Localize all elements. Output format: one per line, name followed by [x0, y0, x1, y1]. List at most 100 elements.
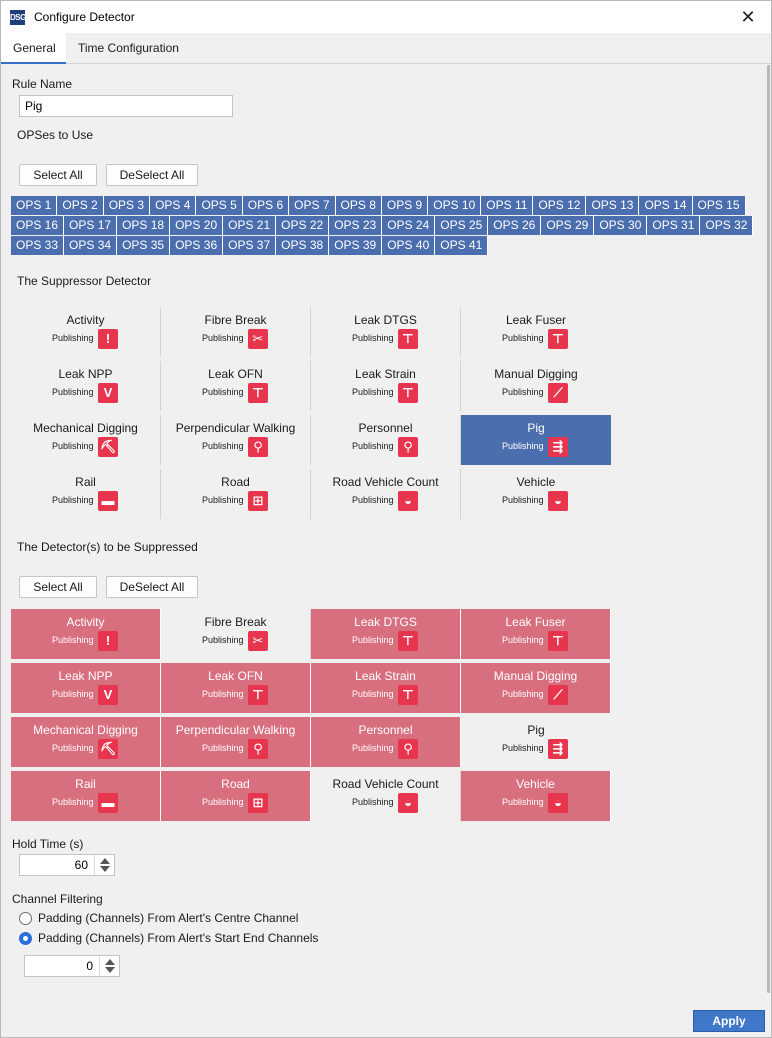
- ops-chip[interactable]: OPS 17: [64, 216, 118, 235]
- ops-chip[interactable]: OPS 20: [170, 216, 224, 235]
- detector-tile-activity[interactable]: Activity Publishing!: [11, 609, 161, 659]
- suppressed-deselect-all-button[interactable]: DeSelect All: [106, 576, 198, 598]
- ops-chip[interactable]: OPS 10: [428, 196, 482, 215]
- tab-time-configuration[interactable]: Time Configuration: [78, 41, 179, 55]
- ops-chip[interactable]: OPS 18: [117, 216, 171, 235]
- detector-tile-fibre-break[interactable]: Fibre Break Publishing ✂: [161, 609, 311, 659]
- detector-tile-pig[interactable]: Pig Publishing ⇶: [461, 717, 611, 767]
- ops-chip[interactable]: OPS 15: [692, 196, 746, 215]
- detector-tile-rail[interactable]: Rail Publishing ▬: [11, 771, 161, 821]
- ops-chip[interactable]: OPS 37: [223, 236, 277, 255]
- detector-tile-personnel[interactable]: Personnel Publishing ⚲: [311, 415, 461, 465]
- detector-tile-leak-npp[interactable]: Leak NPP Publishing V: [11, 361, 161, 411]
- detector-tile-pig[interactable]: Pig Publishing ⇶: [461, 415, 611, 465]
- hold-time-value: 60: [74, 858, 88, 872]
- ops-chip[interactable]: OPS 5: [196, 196, 243, 215]
- ops-chip[interactable]: OPS 2: [57, 196, 104, 215]
- apply-button[interactable]: Apply: [693, 1010, 765, 1032]
- suppressed-select-all-button[interactable]: Select All: [19, 576, 97, 598]
- ops-chip[interactable]: OPS 23: [329, 216, 383, 235]
- ops-select-all-button[interactable]: Select All: [19, 164, 97, 186]
- ops-chip[interactable]: OPS 32: [700, 216, 754, 235]
- ops-chip[interactable]: OPS 38: [276, 236, 330, 255]
- start-end-channels-option-label[interactable]: Padding (Channels) From Alert's Start En…: [38, 931, 319, 945]
- detector-tile-road[interactable]: Road Publishing ⊞: [161, 771, 311, 821]
- detector-tile-leak-fuser[interactable]: Leak Fuser Publishing ⊤: [461, 609, 611, 659]
- detector-tile-activity[interactable]: Activity Publishing!: [11, 307, 161, 357]
- detector-tile-leak-dtgs[interactable]: Leak DTGS Publishing ⊤: [311, 307, 461, 357]
- detector-tile-road[interactable]: Road Publishing ⊞: [161, 469, 311, 519]
- car-icon: ◒: [548, 793, 568, 813]
- centre-channel-radio[interactable]: [19, 912, 32, 925]
- ops-chip[interactable]: OPS 33: [11, 236, 65, 255]
- rule-name-input[interactable]: [19, 95, 233, 117]
- car-icon: ◒: [548, 491, 568, 511]
- padding-channels-spinbox[interactable]: 0: [24, 955, 120, 977]
- detector-status: Publishing: [52, 441, 94, 451]
- ops-chip[interactable]: OPS 11: [481, 196, 534, 215]
- ops-chip[interactable]: OPS 9: [381, 196, 429, 215]
- detector-tile-mechanical-digging[interactable]: Mechanical Digging Publishing ⛏: [11, 717, 161, 767]
- detector-tile-leak-ofn[interactable]: Leak OFN Publishing ⊤: [161, 663, 311, 713]
- ops-chip[interactable]: OPS 34: [64, 236, 118, 255]
- faucet-icon: ⊤: [548, 631, 568, 651]
- ops-chip[interactable]: OPS 39: [329, 236, 383, 255]
- shovel-icon: ⟋: [548, 383, 568, 403]
- detector-tile-fibre-break[interactable]: Fibre Break Publishing ✂: [161, 307, 311, 357]
- close-button[interactable]: ✕: [740, 7, 756, 27]
- detector-tile-leak-ofn[interactable]: Leak OFN Publishing ⊤: [161, 361, 311, 411]
- ops-chip[interactable]: OPS 41: [435, 236, 489, 255]
- ops-chip[interactable]: OPS 36: [170, 236, 224, 255]
- detector-tile-rail[interactable]: Rail Publishing ▬: [11, 469, 161, 519]
- ops-chip[interactable]: OPS 31: [647, 216, 701, 235]
- ops-chip[interactable]: OPS 13: [586, 196, 640, 215]
- ops-chip[interactable]: OPS 35: [117, 236, 171, 255]
- detector-tile-perpendicular-walking[interactable]: Perpendicular Walking Publishing ⚲: [161, 415, 311, 465]
- detector-status: Publishing: [52, 635, 94, 645]
- detector-tile-vehicle[interactable]: Vehicle Publishing ◒: [461, 771, 611, 821]
- ops-chip[interactable]: OPS 3: [103, 196, 151, 215]
- ops-deselect-all-button[interactable]: DeSelect All: [106, 164, 198, 186]
- detector-tile-road-vehicle-count[interactable]: Road Vehicle Count Publishing ◒: [311, 771, 461, 821]
- ops-chip[interactable]: OPS 8: [335, 196, 382, 215]
- ops-chip[interactable]: OPS 14: [639, 196, 693, 215]
- detector-tile-leak-npp[interactable]: Leak NPP Publishing V: [11, 663, 161, 713]
- detector-tile-leak-dtgs[interactable]: Leak DTGS Publishing ⊤: [311, 609, 461, 659]
- ops-chip[interactable]: OPS 25: [435, 216, 489, 235]
- detector-tile-mechanical-digging[interactable]: Mechanical Digging Publishing ⛏: [11, 415, 161, 465]
- spin-down-icon[interactable]: [105, 967, 115, 973]
- detector-tile-manual-digging[interactable]: Manual Digging Publishing ⟋: [461, 663, 611, 713]
- ops-chip[interactable]: OPS 12: [533, 196, 587, 215]
- ops-chip[interactable]: OPS 6: [242, 196, 290, 215]
- detector-name: Leak DTGS: [354, 313, 417, 327]
- ops-chip[interactable]: OPS 21: [223, 216, 277, 235]
- ops-chip[interactable]: OPS 30: [594, 216, 648, 235]
- scrollbar-thumb[interactable]: [767, 65, 770, 993]
- ops-chip[interactable]: OPS 29: [541, 216, 595, 235]
- ops-chip[interactable]: OPS 16: [11, 216, 65, 235]
- centre-channel-option-label[interactable]: Padding (Channels) From Alert's Centre C…: [38, 911, 299, 925]
- padding-channels-stepper[interactable]: [99, 956, 119, 976]
- ops-chip[interactable]: OPS 24: [382, 216, 436, 235]
- detector-tile-road-vehicle-count[interactable]: Road Vehicle Count Publishing ◒: [311, 469, 461, 519]
- ops-chip[interactable]: OPS 40: [382, 236, 436, 255]
- start-end-channels-radio[interactable]: [19, 932, 32, 945]
- spin-up-icon[interactable]: [105, 959, 115, 965]
- ops-chip[interactable]: OPS 1: [11, 196, 58, 215]
- ops-chip[interactable]: OPS 4: [150, 196, 197, 215]
- detector-tile-perpendicular-walking[interactable]: Perpendicular Walking Publishing ⚲: [161, 717, 311, 767]
- spin-down-icon[interactable]: [100, 866, 110, 872]
- hold-time-stepper[interactable]: [94, 855, 114, 875]
- detector-tile-personnel[interactable]: Personnel Publishing ⚲: [311, 717, 461, 767]
- hold-time-spinbox[interactable]: 60: [19, 854, 115, 876]
- spin-up-icon[interactable]: [100, 858, 110, 864]
- detector-tile-leak-strain[interactable]: Leak Strain Publishing ⊤: [311, 663, 461, 713]
- ops-chip[interactable]: OPS 22: [276, 216, 330, 235]
- detector-tile-manual-digging[interactable]: Manual Digging Publishing ⟋: [461, 361, 611, 411]
- ops-chip[interactable]: OPS 26: [488, 216, 542, 235]
- detector-tile-vehicle[interactable]: Vehicle Publishing ◒: [461, 469, 611, 519]
- detector-tile-leak-fuser[interactable]: Leak Fuser Publishing ⊤: [461, 307, 611, 357]
- tab-general[interactable]: General: [1, 33, 66, 64]
- detector-tile-leak-strain[interactable]: Leak Strain Publishing ⊤: [311, 361, 461, 411]
- ops-chip[interactable]: OPS 7: [289, 196, 336, 215]
